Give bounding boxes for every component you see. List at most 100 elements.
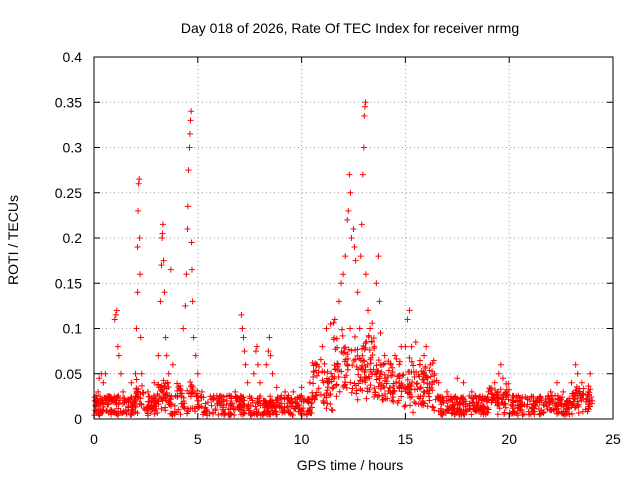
noise-mark [338,326,345,333]
noise-mark [328,370,335,377]
data-point [423,343,430,350]
noise-mark [510,409,517,416]
noise-mark [404,390,411,397]
noise-mark [410,362,417,369]
noise-mark [241,402,248,409]
noise-mark [134,394,141,401]
data-point [165,370,172,377]
noise-mark [155,381,162,388]
noise-mark [162,391,169,398]
noise-mark [121,397,128,404]
noise-mark [247,402,254,409]
noise-mark [512,398,519,405]
data-point [568,379,575,386]
y-tick-label: 0.4 [63,49,83,65]
data-point [144,388,151,395]
noise-mark [473,404,480,411]
data-point [416,361,423,368]
data-point [371,343,378,350]
noise-mark [544,406,551,413]
noise-mark [328,406,335,413]
noise-mark [312,392,319,399]
noise-mark [396,358,403,365]
noise-mark [188,382,195,389]
noise-mark [479,403,486,410]
data-point [167,266,174,273]
data-point [587,370,594,377]
noise-mark [115,392,122,399]
noise-mark [189,404,196,411]
noise-mark [361,374,368,381]
noise-mark [162,404,169,411]
noise-mark [167,400,174,407]
noise-mark [389,369,396,376]
noise-mark [315,385,322,392]
data-point [151,379,158,386]
noise-mark [187,379,194,386]
data-point [163,352,170,359]
noise-mark [323,405,330,412]
noise-mark [430,357,437,364]
noise-mark [385,358,392,365]
noise-mark [549,399,556,406]
noise-mark [333,382,340,389]
noise-mark [177,382,184,389]
noise-mark [574,392,581,399]
noise-mark [367,382,374,389]
noise-mark [103,407,110,414]
x-tick-label: 10 [294,431,310,447]
noise-mark [200,394,207,401]
noise-mark [435,395,442,402]
noise-mark [310,373,317,380]
noise-mark [357,377,364,384]
noise-mark [194,403,201,410]
data-point [327,320,334,327]
noise-mark [376,373,383,380]
noise-mark [300,405,307,412]
noise-mark [188,389,195,396]
noise-mark [333,393,340,400]
noise-mark [144,405,151,412]
noise-mark [502,392,509,399]
data-point [290,388,297,395]
noise-mark [285,407,292,414]
noise-mark [427,373,434,380]
noise-mark [454,395,461,402]
data-point [387,361,394,368]
data-point [377,330,384,337]
y-tick-label: 0.1 [63,321,83,337]
noise-mark [184,410,191,417]
data-point [340,271,347,278]
noise-mark [357,386,364,393]
noise-mark [166,398,173,405]
noise-mark [480,411,487,418]
noise-mark [329,385,336,392]
data-point [365,307,372,314]
noise-mark [315,369,322,376]
data-point [105,393,112,400]
noise-mark [566,395,573,402]
data-point [215,397,222,404]
data-point [443,388,450,395]
noise-mark [353,363,360,370]
data-point [96,375,103,382]
noise-mark [378,381,385,388]
data-point [113,307,120,314]
data-point [427,361,434,368]
noise-mark [338,348,345,355]
noise-mark [283,394,290,401]
noise-mark [339,332,346,339]
grid [94,57,613,419]
data-point [331,316,338,323]
noise-mark [354,396,361,403]
noise-mark [327,400,334,407]
data-point [435,379,442,386]
noise-mark [398,393,405,400]
data-point [526,397,533,404]
noise-mark [544,392,551,399]
noise-mark [410,409,417,416]
y-tick-label: 0.2 [63,230,83,246]
noise-mark [426,397,433,404]
noise-mark [413,381,420,388]
data-point [518,402,525,409]
